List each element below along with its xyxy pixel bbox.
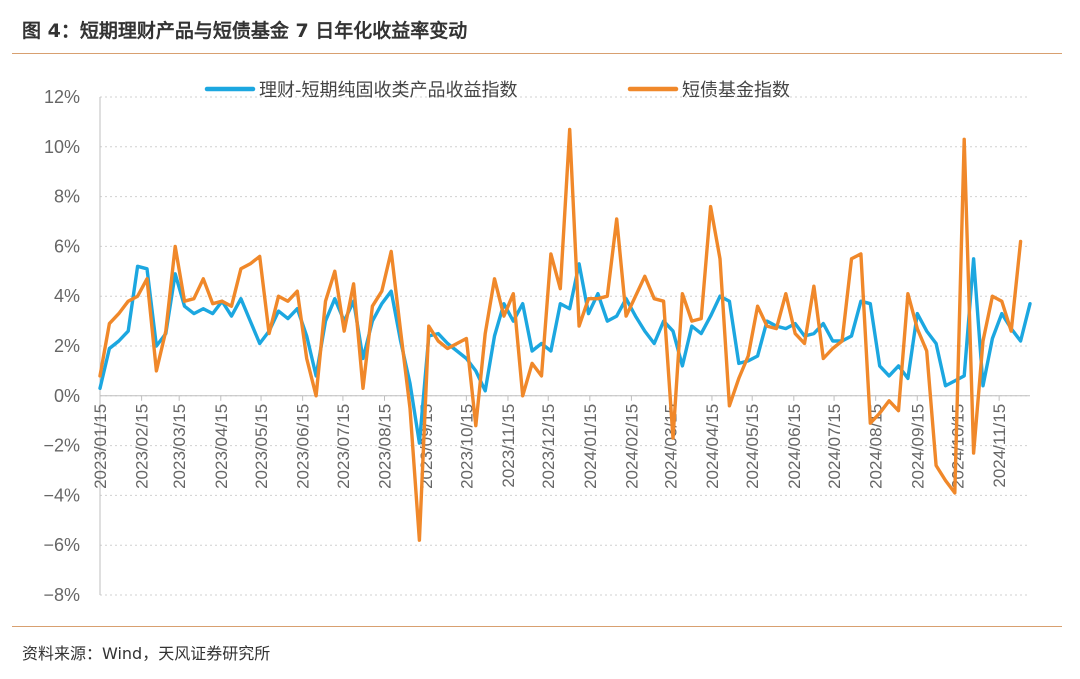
x-tick-label: 2023/06/15 xyxy=(294,404,313,489)
x-tick-label: 2024/03/15 xyxy=(661,404,680,489)
x-tick-label: 2023/01/15 xyxy=(91,404,110,489)
x-tick-label: 2023/07/15 xyxy=(334,404,353,489)
line-chart: 12%10%8%6%4%2%0%−2%−4%−6%−8% 2023/01/15 2… xyxy=(43,80,1032,605)
x-tick-label: 2023/02/15 xyxy=(133,404,152,489)
x-tick-label: 2024/11/15 xyxy=(990,404,1009,488)
x-tick-label: 2024/06/15 xyxy=(785,404,804,489)
grid-lines xyxy=(100,96,1030,596)
figure-title: 图 4：短期理财产品与短债基金 7 日年化收益率变动 xyxy=(22,20,468,42)
x-tick-label: 2023/04/15 xyxy=(212,404,231,489)
x-tick-label: 2024/08/15 xyxy=(867,404,886,489)
top-rule xyxy=(12,53,1062,54)
x-tick-label: 2024/02/15 xyxy=(622,404,641,489)
x-axis xyxy=(99,97,1030,595)
x-tick-label: 2024/07/15 xyxy=(825,404,844,489)
y-tick-label: 4% xyxy=(54,286,80,306)
series-lines xyxy=(98,127,1032,542)
x-tick-label: 2023/12/15 xyxy=(539,404,558,489)
source-note: 资料来源：Wind，天风证券研究所 xyxy=(22,644,271,663)
x-tick-label: 2024/10/15 xyxy=(949,404,968,489)
y-tick-label: −6% xyxy=(43,535,80,555)
x-tick-label: 2024/01/15 xyxy=(581,404,600,489)
y-tick-label: 12% xyxy=(44,87,80,107)
y-tick-label: 10% xyxy=(44,137,80,157)
x-tick-label: 2023/08/15 xyxy=(376,404,395,489)
y-tick-label: −8% xyxy=(43,585,80,605)
y-axis-ticks: 12% 10% 8% 6% 4% 2% 0% −2% −4% −6% −8% xyxy=(43,87,80,605)
x-tick-label: 2024/04/15 xyxy=(703,404,722,489)
x-tick-label: 2023/03/15 xyxy=(170,404,189,489)
x-tick-label: 2023/05/15 xyxy=(252,404,271,489)
legend: 理财-短期纯固收类产品收益指数 短债基金指数 xyxy=(204,80,790,101)
y-tick-label: 2% xyxy=(54,336,80,356)
series-line-short-bond-fund-index xyxy=(98,127,1023,542)
y-tick-label: −2% xyxy=(43,436,80,456)
legend-label: 理财-短期纯固收类产品收益指数 xyxy=(259,80,518,101)
series-line-wealth-index xyxy=(98,257,1032,445)
y-tick-label: 8% xyxy=(54,187,80,207)
y-tick-label: 0% xyxy=(54,386,80,406)
y-tick-label: 6% xyxy=(54,236,80,256)
y-tick-label: −4% xyxy=(43,485,80,505)
bottom-rule xyxy=(12,626,1062,627)
x-tick-label: 2023/10/15 xyxy=(457,404,476,489)
x-axis-ticks: 2023/01/15 2023/02/15 2023/03/15 2023/04/15… xyxy=(91,395,1009,489)
x-tick-label: 2024/09/15 xyxy=(908,404,927,489)
x-tick-label: 2023/09/15 xyxy=(417,404,436,489)
x-tick-label: 2024/05/15 xyxy=(743,404,762,489)
legend-label: 短债基金指数 xyxy=(682,80,790,101)
x-tick-label: 2023/11/15 xyxy=(499,404,518,488)
